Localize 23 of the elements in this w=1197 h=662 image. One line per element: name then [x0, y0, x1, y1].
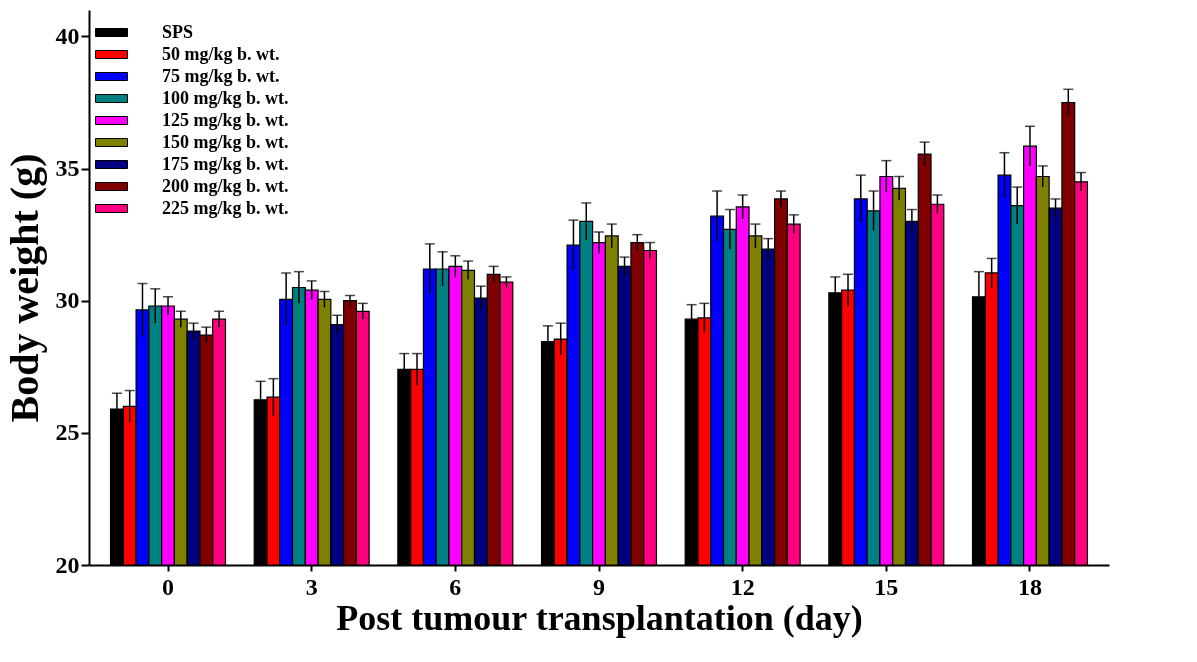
legend-label: 225 mg/kg b. wt.	[162, 197, 289, 218]
legend-label: 125 mg/kg b. wt.	[162, 109, 289, 130]
x-tick-label: 12	[730, 573, 755, 600]
x-tick-label: 3	[305, 573, 318, 600]
x-tick-label: 9	[593, 573, 605, 600]
y-tick-label: 35	[55, 155, 80, 182]
legend-label: 150 mg/kg b. wt.	[162, 131, 289, 152]
y-axis-title: Body weight (g)	[1, 153, 47, 423]
legend-label: 75 mg/kg b. wt.	[162, 65, 280, 86]
x-tick-label: 15	[874, 573, 899, 600]
legend-label: 50 mg/kg b. wt.	[162, 43, 280, 64]
x-axis-title: Post tumour transplantation (day)	[336, 597, 863, 638]
x-tick-label: 0	[162, 573, 175, 600]
legend-label: 175 mg/kg b. wt.	[162, 153, 289, 174]
y-tick-label: 30	[55, 287, 80, 314]
y-tick-label: 25	[55, 419, 80, 446]
legend-label: 200 mg/kg b. wt.	[162, 175, 289, 196]
x-tick-label: 6	[449, 573, 462, 600]
legend-label: 100 mg/kg b. wt.	[162, 87, 289, 108]
legend-label: SPS	[162, 21, 194, 42]
x-tick-label: 18	[1017, 573, 1042, 600]
y-tick-label: 20	[55, 551, 80, 578]
y-tick-label: 40	[55, 22, 80, 49]
